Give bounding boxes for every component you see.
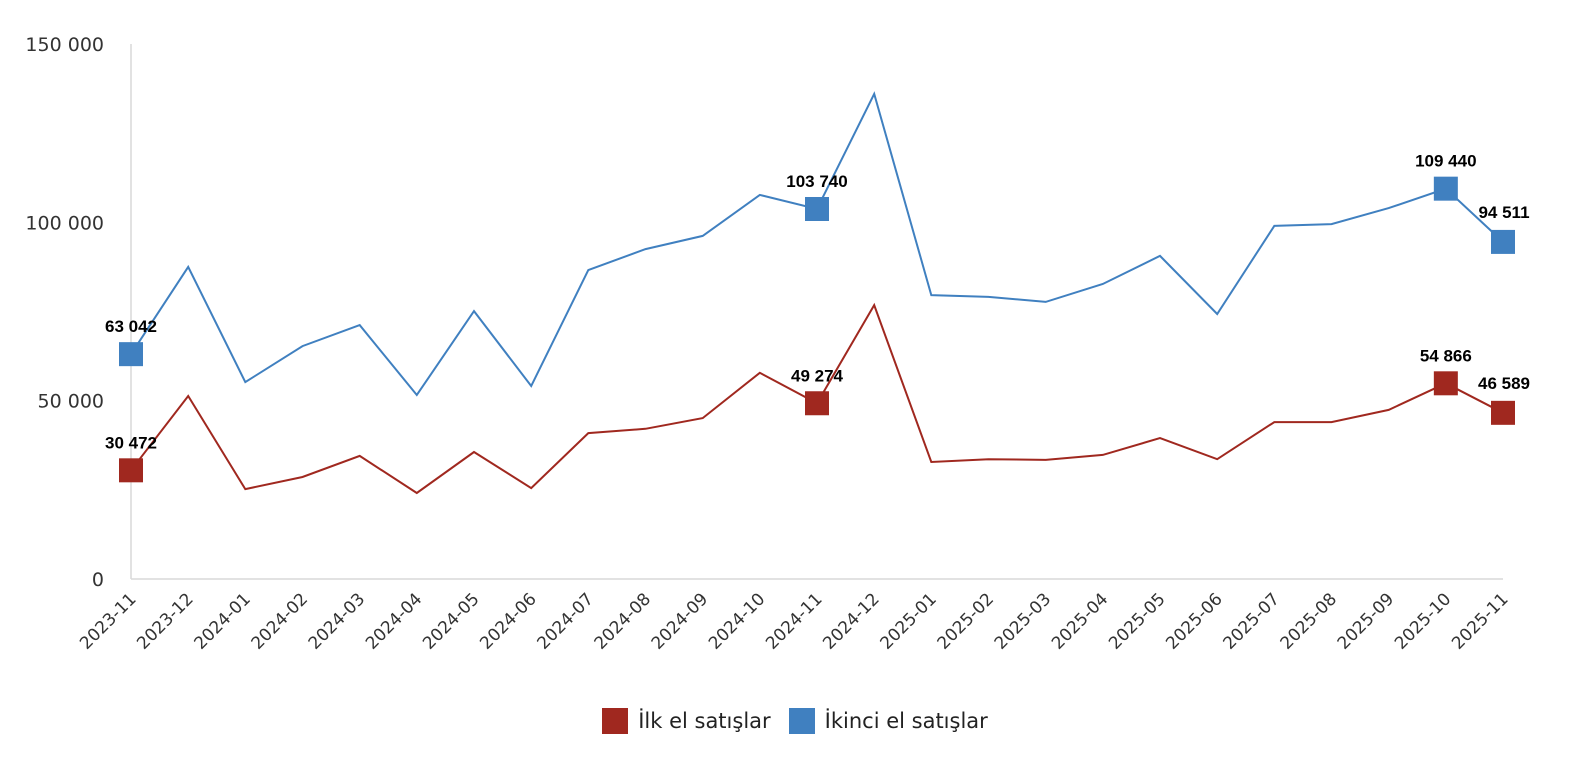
x-tick-label: 2024-01 — [191, 589, 255, 653]
x-axis: 2023-112023-122024-012024-022024-032024-… — [76, 589, 1512, 653]
x-tick-label: 2024-03 — [305, 589, 369, 653]
data-label: 63 042 — [105, 317, 157, 336]
data-point-marker[interactable] — [805, 196, 829, 221]
data-label: 30 472 — [105, 433, 157, 452]
y-tick-label: 100 000 — [25, 212, 104, 234]
legend-item-first-hand[interactable]: İlk el satışlar — [602, 708, 771, 734]
data-point-marker[interactable] — [1491, 229, 1515, 254]
data-point-marker[interactable] — [119, 458, 143, 483]
x-tick-label: 2025-08 — [1277, 589, 1341, 653]
series-second-hand: 63 042 103 740 109 440 94 511 — [105, 91, 1530, 397]
x-tick-label: 2024-08 — [591, 589, 655, 653]
x-tick-label: 2025-09 — [1334, 589, 1398, 653]
data-label: 46 589 — [1478, 374, 1530, 393]
data-point-marker[interactable] — [119, 342, 143, 367]
data-label: 49 274 — [791, 366, 844, 385]
x-tick-label: 2023-11 — [76, 589, 140, 653]
x-tick-label: 2025-06 — [1162, 589, 1226, 653]
legend-swatch-second-hand — [788, 708, 815, 734]
x-tick-label: 2024-02 — [248, 589, 312, 653]
y-axis: 0 50 000 100 000 150 000 — [25, 34, 1503, 591]
data-label: 109 440 — [1415, 152, 1476, 171]
data-label: 54 866 — [1420, 346, 1472, 365]
x-tick-label: 2024-05 — [419, 589, 483, 653]
x-tick-label: 2024-07 — [534, 589, 598, 653]
x-tick-label: 2025-04 — [1048, 589, 1112, 653]
data-point-marker[interactable] — [1433, 371, 1458, 396]
legend: İlk el satışlar İkinci el satışlar — [0, 708, 1590, 734]
y-tick-label: 50 000 — [38, 391, 104, 413]
legend-item-second-hand[interactable]: İkinci el satışlar — [788, 708, 988, 734]
x-tick-label: 2024-09 — [648, 589, 712, 653]
y-tick-label: 0 — [92, 569, 104, 591]
data-point-marker[interactable] — [1491, 400, 1515, 425]
legend-label-second-hand: İkinci el satışlar — [824, 709, 988, 733]
data-label: 103 740 — [786, 172, 847, 191]
data-point-marker[interactable] — [805, 391, 829, 416]
legend-label-first-hand: İlk el satışlar — [638, 709, 771, 733]
x-tick-label: 2025-03 — [991, 589, 1055, 653]
series-first-hand: 30 472 49 274 54 866 46 589 — [105, 302, 1530, 495]
x-tick-label: 2024-06 — [476, 589, 540, 653]
y-tick-label: 150 000 — [25, 34, 104, 56]
x-tick-label: 2023-12 — [133, 589, 197, 653]
x-tick-label: 2024-12 — [819, 589, 883, 653]
x-tick-label: 2025-01 — [877, 589, 941, 653]
x-tick-label: 2025-07 — [1220, 589, 1284, 653]
data-point-marker[interactable] — [1433, 176, 1458, 201]
x-tick-label: 2024-11 — [762, 589, 826, 653]
x-tick-label: 2025-05 — [1105, 589, 1169, 653]
data-label: 94 511 — [1478, 203, 1529, 222]
x-tick-label: 2025-11 — [1448, 589, 1512, 653]
x-tick-label: 2024-04 — [362, 589, 426, 653]
series-layer: 30 472 49 274 54 866 46 589 63 042 103 740 109… — [105, 91, 1530, 495]
legend-swatch-first-hand — [602, 708, 629, 734]
x-tick-label: 2025-10 — [1391, 589, 1455, 653]
x-tick-label: 2024-10 — [705, 589, 769, 653]
series-line — [130, 91, 1504, 397]
x-tick-label: 2025-02 — [934, 589, 998, 653]
